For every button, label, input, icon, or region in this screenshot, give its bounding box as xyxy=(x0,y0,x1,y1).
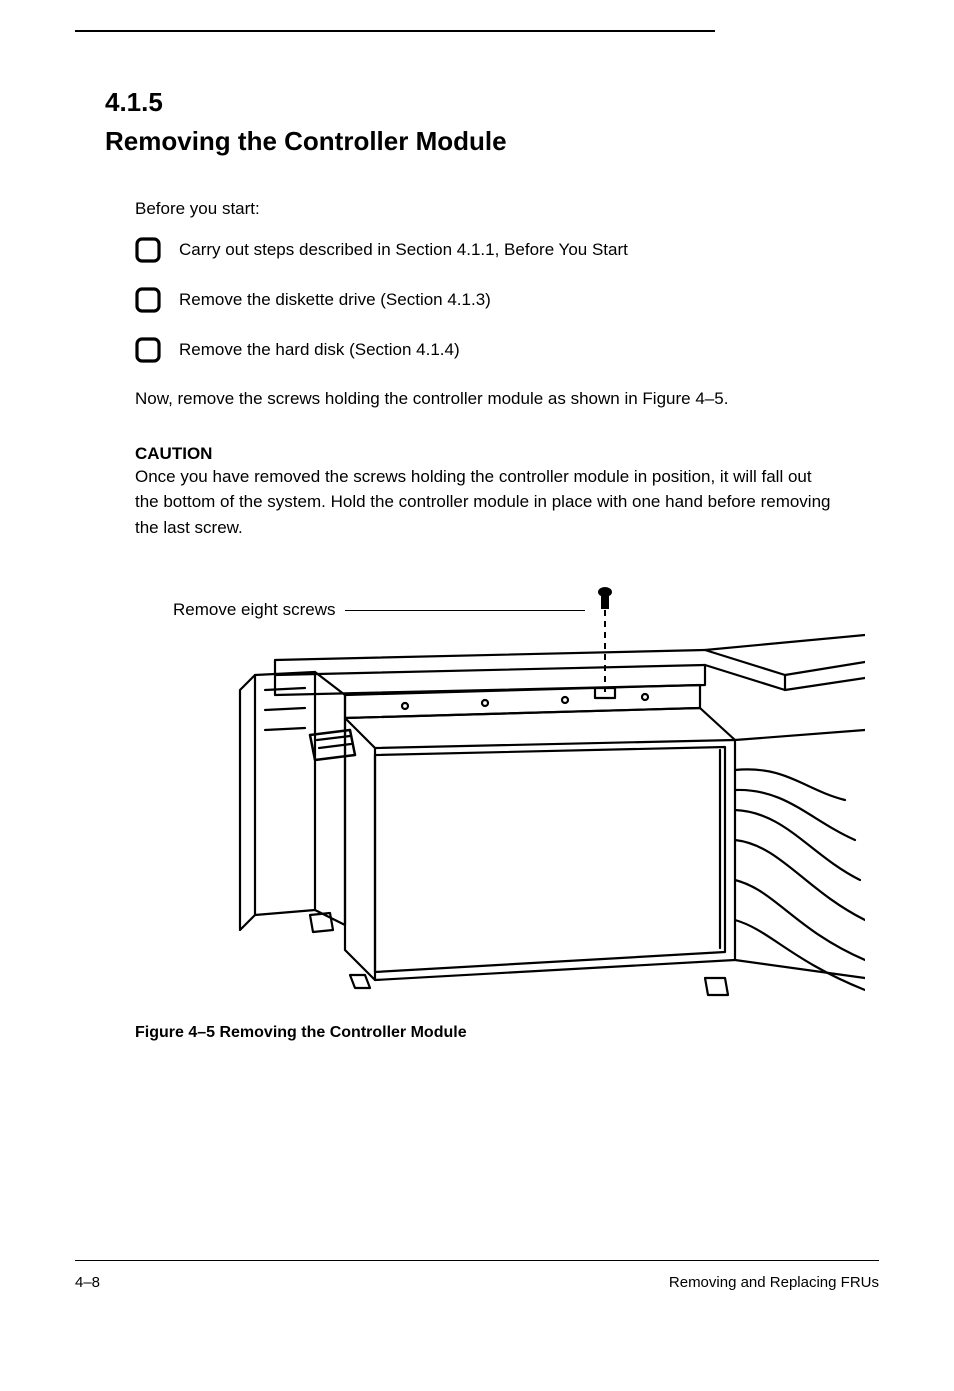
body-paragraph: Now, remove the screws holding the contr… xyxy=(135,387,835,412)
caution-block: CAUTION Once you have removed the screws… xyxy=(135,444,835,541)
section-number: 4.1.5 xyxy=(105,87,879,118)
checklist-text: Carry out steps described in Section 4.1… xyxy=(179,237,628,262)
controller-module-diagram xyxy=(145,580,865,1010)
checklist-item: Carry out steps described in Section 4.1… xyxy=(135,237,879,263)
checkbox-icon xyxy=(135,287,161,313)
caution-label: CAUTION xyxy=(135,444,212,463)
checklist-item: Remove the diskette drive (Section 4.1.3… xyxy=(135,287,879,313)
page-number: 4–8 xyxy=(75,1274,100,1291)
checkbox-icon xyxy=(135,237,161,263)
checklist-item: Remove the hard disk (Section 4.1.4) xyxy=(135,337,879,363)
figure: Remove eight screws xyxy=(145,580,865,1010)
footer-title: Removing and Replacing FRUs xyxy=(669,1274,879,1291)
checklist-text: Remove the hard disk (Section 4.1.4) xyxy=(179,337,460,362)
caution-text: Once you have removed the screws holding… xyxy=(135,467,831,537)
page: 4.1.5 Removing the Controller Module Bef… xyxy=(0,0,954,1391)
rule-top xyxy=(75,30,715,32)
section-title: Removing the Controller Module xyxy=(105,126,879,157)
checklist: Carry out steps described in Section 4.1… xyxy=(135,237,879,363)
before-start-label: Before you start: xyxy=(135,199,879,219)
figure-caption: Figure 4–5 Removing the Controller Modul… xyxy=(135,1024,879,1042)
page-footer: 4–8 Removing and Replacing FRUs xyxy=(75,1274,879,1291)
rule-bottom xyxy=(75,1260,879,1261)
checklist-text: Remove the diskette drive (Section 4.1.3… xyxy=(179,287,491,312)
checkbox-icon xyxy=(135,337,161,363)
